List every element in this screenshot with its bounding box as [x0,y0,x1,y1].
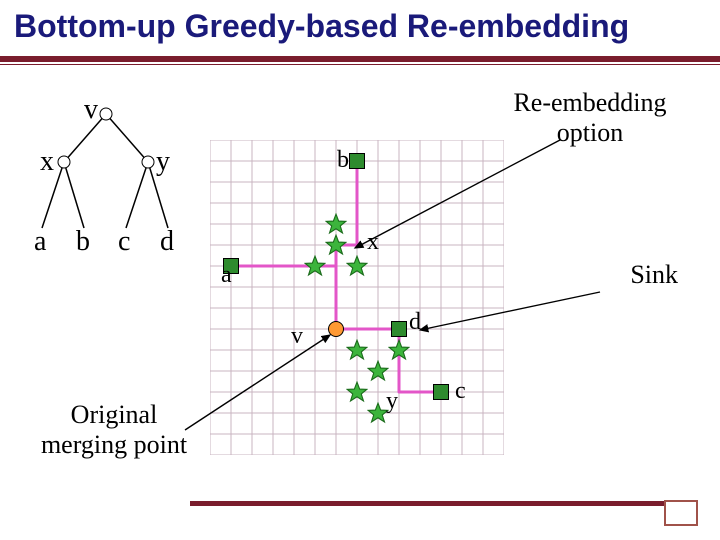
sink-d [391,321,407,337]
sink-label-b: b [337,147,349,174]
tree-label-c: c [118,226,130,258]
tree-label-v: v [84,94,98,126]
title-underline-thin [0,64,720,65]
sink-label-a: a [221,262,232,289]
tree-label-x: x [40,146,54,178]
title-underline [0,56,720,62]
reembedding-option-star [346,339,368,361]
reembedding-option-star [388,339,410,361]
tree-label-y: y [156,146,170,178]
node-label-v: v [291,323,303,350]
footer-rule [190,501,664,506]
reembedding-option-star [325,234,347,256]
reembedding-option-star [346,381,368,403]
tree-node-x [58,156,71,169]
tree-node-y [142,156,155,169]
tree-diagram: vx y abcd [30,96,210,276]
sink-c [433,384,449,400]
merging-point [328,321,344,337]
reembedding-option-star [367,360,389,382]
tree-label-a: a [34,226,46,258]
caption-sink: Sink [630,260,678,290]
reembedding-option-star [304,255,326,277]
sink-label-c: c [455,378,466,405]
tree-label-d: d [160,226,174,258]
tree-node-v [100,108,113,121]
reembedding-option-star [346,255,368,277]
page-title: Bottom-up Greedy-based Re-embedding [14,8,629,45]
node-label-y: y [386,388,398,415]
reembedding-option-star [325,213,347,235]
caption-merge: Originalmerging point [24,400,204,460]
caption-reembedding: Re-embeddingoption [490,88,690,148]
corner-box [664,500,698,526]
tree-label-b: b [76,226,90,258]
sink-label-d: d [409,309,421,336]
grid-svg [210,140,504,455]
node-label-x: x [367,229,379,256]
sink-b [349,153,365,169]
grid-diagram: a b d c x v y [210,140,510,460]
